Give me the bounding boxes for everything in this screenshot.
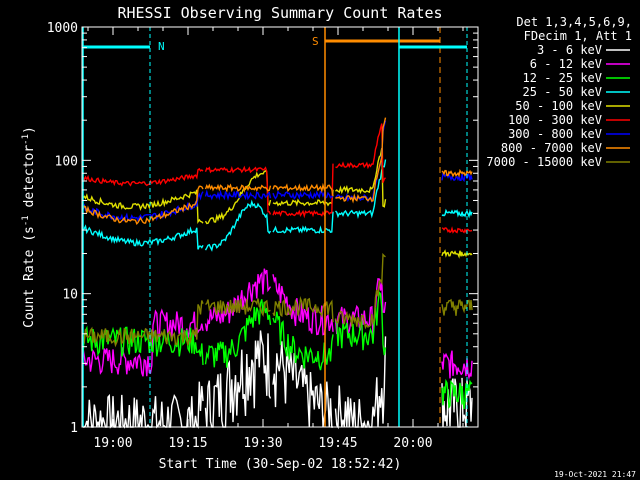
series-4-line [82, 159, 473, 252]
x-tick-label: 19:15 [168, 436, 207, 451]
series-3-line [82, 290, 473, 409]
night-marker-label: N [158, 40, 165, 53]
legend-label-7: 300 - 800 keV [508, 127, 602, 141]
footer-date: 19-Oct-2021 21:47 [554, 470, 636, 479]
y-label-sup-2: -1 [21, 134, 31, 145]
chart-title: RHESSI Observing Summary Count Rates [117, 4, 442, 22]
y-label-part-3: ) [22, 126, 37, 134]
series-8-line [82, 117, 473, 225]
plot-series [82, 117, 473, 430]
series-9-line [82, 252, 473, 348]
x-tick-label: 20:00 [393, 436, 432, 451]
x-tick-label: 19:45 [318, 436, 357, 451]
legend-label-6: 100 - 300 keV [508, 113, 602, 127]
series-5-line [82, 148, 473, 259]
y-axis-label: Count Rate (s-1 detector-1) [21, 126, 37, 328]
y-label-sup-1: -1 [21, 215, 31, 226]
axis-ticks: 19:00 19:15 19:30 19:45 20:00 1 10 100 1000 [47, 21, 478, 451]
legend: Det 1,3,4,5,6,9, FDecim 1, Att 1 3 - 6 k… [486, 15, 632, 169]
legend-label-4: 25 - 50 keV [523, 85, 602, 99]
series-7-line [82, 120, 473, 223]
y-tick-label: 1000 [47, 21, 78, 36]
saa-marker-label: S [312, 35, 319, 48]
x-tick-label: 19:30 [243, 436, 282, 451]
legend-label-2: 6 - 12 keV [530, 57, 602, 71]
x-tick-label: 19:00 [93, 436, 132, 451]
legend-header-2: FDecim 1, Att 1 [524, 29, 632, 43]
y-tick-label: 1 [70, 421, 78, 436]
legend-label-8: 800 - 7000 keV [501, 141, 602, 155]
legend-header-1: Det 1,3,4,5,6,9, [516, 15, 632, 29]
series-6-line [82, 123, 473, 234]
legend-label-9: 7000 - 15000 keV [486, 155, 602, 169]
y-label-part-2: detector [22, 145, 37, 216]
y-label-part-1: Count Rate (s [22, 226, 37, 328]
series-1-line [83, 330, 473, 430]
legend-label-1: 3 - 6 keV [537, 43, 602, 57]
legend-label-5: 50 - 100 keV [515, 99, 602, 113]
plot-frame [81, 26, 479, 428]
y-tick-label: 10 [62, 288, 78, 303]
y-tick-label: 100 [55, 154, 78, 169]
legend-label-3: 12 - 25 keV [523, 71, 602, 85]
x-axis-label: Start Time (30-Sep-02 18:52:42) [159, 457, 402, 472]
